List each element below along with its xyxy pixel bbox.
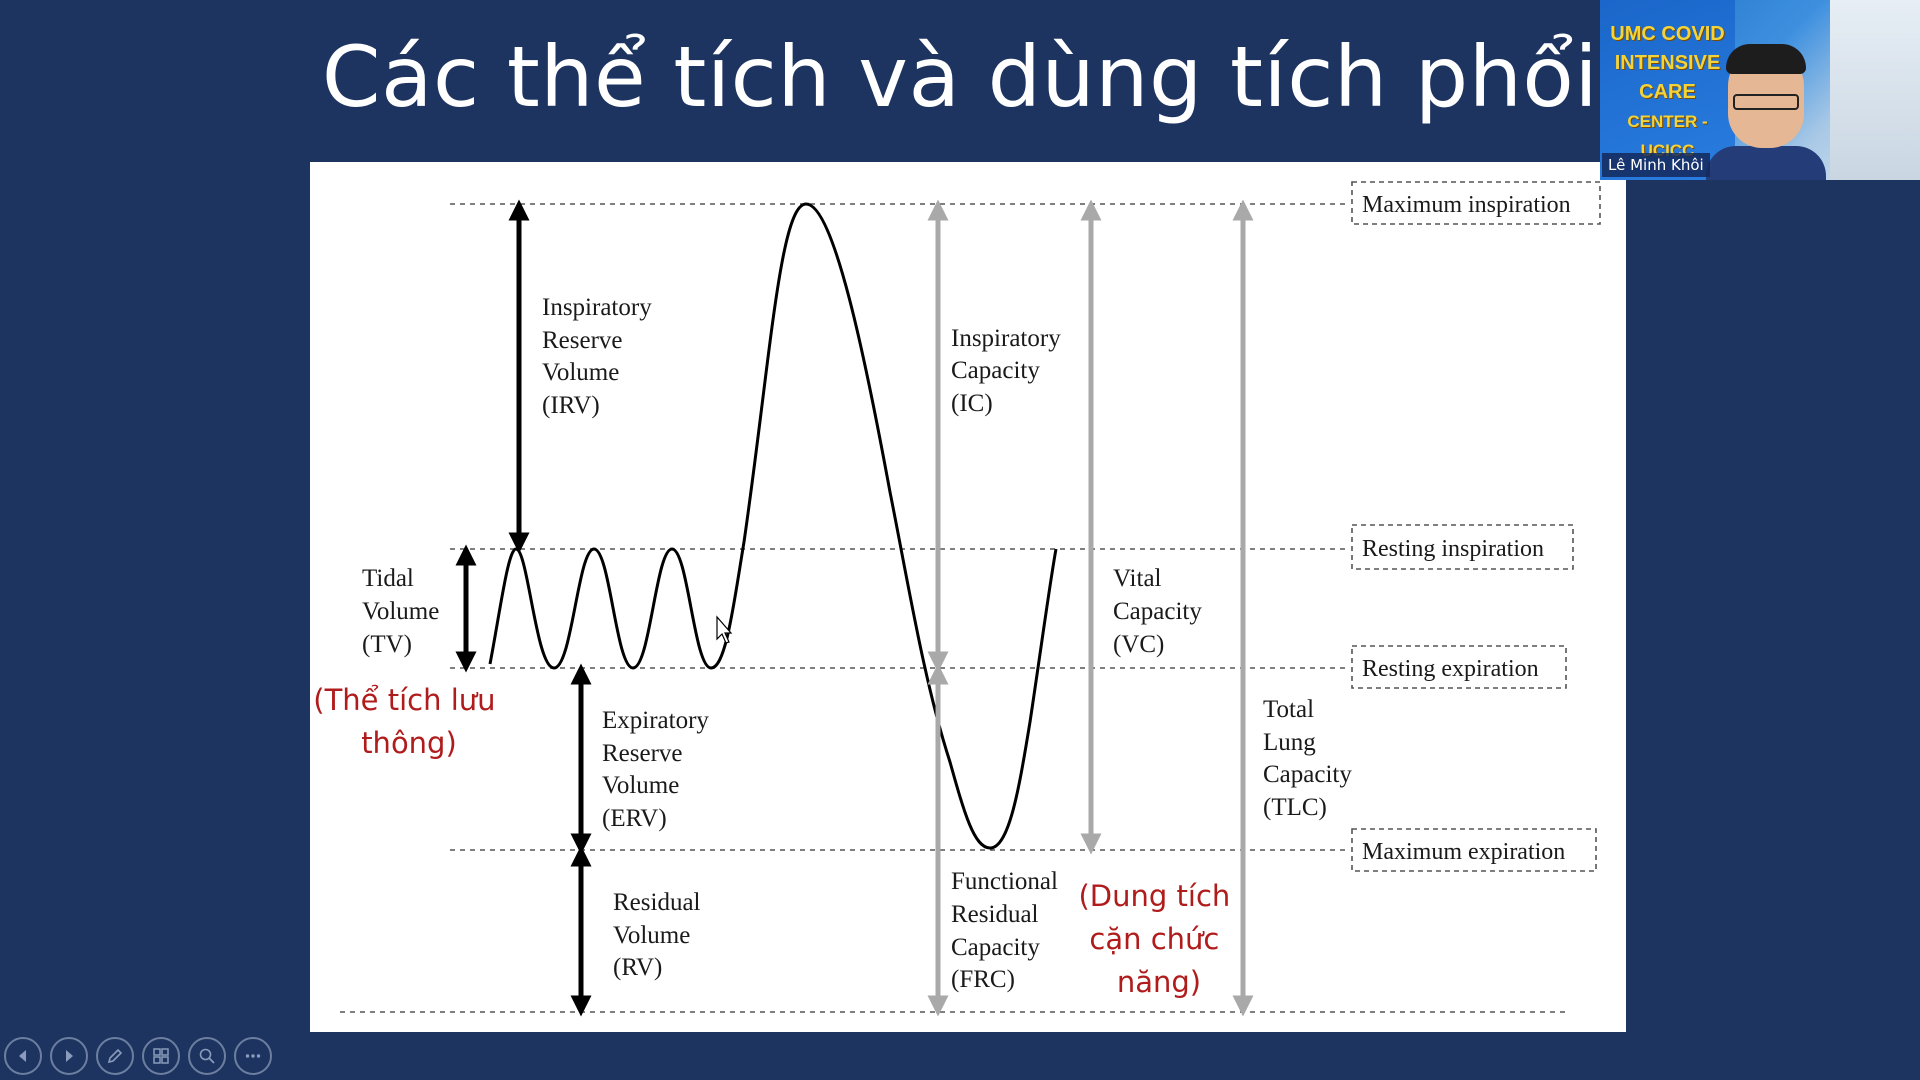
previous-slide-icon[interactable]: [4, 1037, 42, 1075]
ic-label: Inspiratory Capacity (IC): [951, 325, 1067, 417]
erv-label: Expiratory Reserve Volume (ERV): [602, 707, 715, 832]
webcam-banner: UMC COVID INTENSIVE CARE CENTER - UCICC: [1600, 0, 1735, 180]
tidal-volume-vi-annotation: (Thể tích lưu thông): [313, 683, 504, 760]
next-slide-icon[interactable]: [50, 1037, 88, 1075]
slide-grid-icon[interactable]: [142, 1037, 180, 1075]
level-boxes: Maximum inspiration Resting inspiration …: [1351, 181, 1601, 872]
capacity-arrows: [927, 199, 1254, 1017]
zoom-icon[interactable]: [188, 1037, 226, 1075]
presenter-toolbar: [4, 1037, 272, 1077]
max-inspiration-box: [1351, 181, 1601, 225]
rv-label: Residual Volume (RV): [613, 889, 707, 981]
presenter-hair: [1726, 44, 1806, 74]
mouse-cursor-icon: [716, 615, 733, 644]
slide-title: Các thể tích và dùng tích phổi: [321, 28, 1599, 126]
resting-inspiration-label: Resting inspiration: [1362, 536, 1544, 562]
diagram-canvas: Maximum inspiration Resting inspiration …: [313, 181, 1601, 1017]
frc-label: Functional Residual Capacity (FRC): [951, 868, 1064, 993]
lung-volumes-diagram: Maximum inspiration Resting inspiration …: [310, 162, 1626, 1032]
banner-line-3: CARE: [1639, 81, 1696, 103]
max-expiration-label: Maximum expiration: [1362, 839, 1565, 865]
spirometry-trace: [488, 202, 1058, 850]
tlc-label: Total Lung Capacity (TLC): [1263, 696, 1358, 821]
presenter-glasses: [1733, 94, 1799, 110]
vc-label: Vital Capacity (VC): [1113, 565, 1208, 658]
irv-label: Inspiratory Reserve Volume (IRV): [542, 294, 658, 419]
presenter-shirt: [1706, 146, 1826, 180]
max-inspiration-label: Maximum inspiration: [1362, 192, 1571, 218]
volume-arrows: [455, 199, 592, 1017]
tv-label: Tidal Volume (TV): [362, 565, 446, 658]
banner-line-1: UMC COVID: [1610, 23, 1725, 45]
resting-expiration-label: Resting expiration: [1362, 656, 1539, 682]
presenter-name-tag: Lê Minh Khôi: [1602, 153, 1710, 177]
resting-expiration-box: [1351, 645, 1567, 689]
pen-icon[interactable]: [96, 1037, 134, 1075]
max-expiration-box: [1351, 828, 1597, 872]
more-options-icon[interactable]: [234, 1037, 272, 1075]
banner-line-2: INTENSIVE: [1614, 52, 1721, 74]
presenter-webcam: UMC COVID INTENSIVE CARE CENTER - UCICC …: [1600, 0, 1920, 180]
webcam-background-staff: [1830, 0, 1920, 180]
resting-inspiration-box: [1351, 524, 1574, 570]
frc-vi-annotation: (Dung tích cặn chức năng): [1078, 879, 1239, 999]
